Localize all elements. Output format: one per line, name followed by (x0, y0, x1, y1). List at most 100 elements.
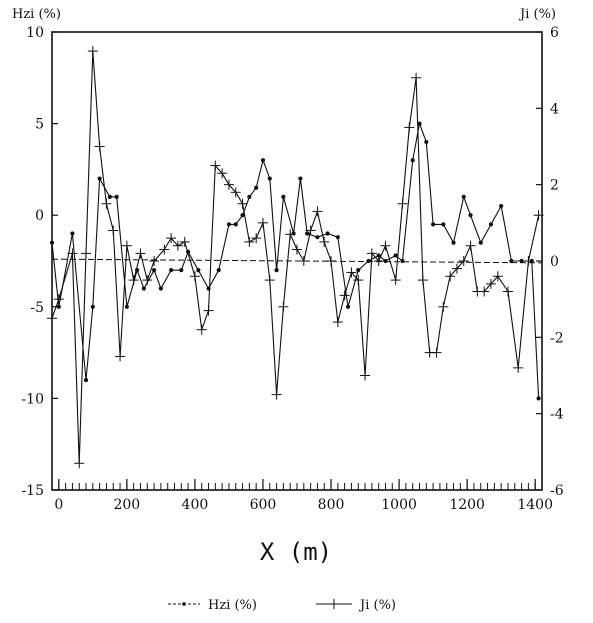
data-point (356, 268, 361, 273)
data-point (141, 286, 146, 291)
data-point (335, 235, 340, 240)
x-tick-label: 600 (250, 497, 277, 513)
data-point (441, 222, 446, 227)
y-left-tick-label: 0 (35, 208, 44, 224)
data-point (107, 194, 112, 199)
data-point (305, 231, 310, 236)
data-point (47, 313, 57, 324)
data-point (400, 258, 405, 264)
y-right-tick-label: 4 (550, 101, 559, 117)
data-point (298, 176, 303, 181)
data-point (285, 229, 296, 240)
data-point (179, 268, 184, 273)
data-point (438, 301, 449, 312)
data-point (360, 370, 371, 381)
data-point (431, 347, 442, 358)
data-point (445, 271, 456, 282)
data-point (56, 304, 61, 309)
data-point (479, 286, 490, 297)
data-point (226, 222, 232, 227)
y-left-tick-label: -10 (21, 391, 44, 407)
data-point (196, 324, 207, 335)
data-point (114, 194, 119, 199)
data-point (168, 268, 174, 273)
data-point (353, 275, 364, 286)
x-tick-label: 0 (54, 497, 63, 513)
series-hzi (49, 121, 541, 401)
data-point (230, 187, 241, 198)
series-line (51, 50, 540, 464)
data-point (196, 268, 201, 273)
data-point (291, 231, 296, 236)
data-point (251, 233, 262, 244)
data-point (240, 213, 245, 218)
x-tick-label: 200 (113, 497, 140, 513)
data-point (458, 256, 469, 266)
data-point (260, 158, 266, 163)
y-right-tick-label: -2 (550, 330, 564, 346)
data-point (267, 176, 272, 181)
data-point (417, 275, 428, 286)
ticks-layer: 0 200 400 600 800 1000 1200 1400 10 5 0 -5 -10 -15 6 4 2… (21, 25, 563, 513)
data-point (151, 268, 157, 273)
data-point (465, 240, 476, 251)
data-point (172, 240, 183, 251)
y-right-tick-label: 2 (550, 178, 559, 194)
data-point (90, 304, 95, 309)
data-point (410, 158, 415, 163)
legend-dot-hzi (182, 602, 186, 606)
y-right-tick-label: 6 (550, 25, 559, 41)
data-point (315, 235, 320, 240)
data-point (115, 351, 126, 362)
y-left-tick-label: 5 (35, 117, 44, 133)
x-tick-label: 400 (182, 497, 209, 513)
data-point (81, 248, 92, 259)
data-point (179, 236, 190, 247)
data-point (247, 194, 252, 199)
data-point (281, 194, 286, 199)
data-point (257, 217, 268, 228)
data-point (124, 304, 129, 309)
data-point (533, 210, 544, 221)
data-point (431, 222, 436, 227)
data-point (278, 301, 289, 312)
data-point (523, 256, 534, 266)
y-axis-title-left: Hzi (%) (12, 7, 61, 22)
data-point (312, 206, 323, 217)
baseline (51, 258, 543, 264)
data-point (461, 194, 466, 199)
data-point (397, 198, 408, 209)
data-point (135, 248, 146, 259)
x-tick-label: 1400 (517, 497, 553, 513)
data-point (271, 389, 282, 400)
data-point (404, 122, 415, 133)
y-right-tick-label: 0 (550, 254, 559, 270)
data-point (217, 168, 228, 179)
data-point (49, 240, 55, 245)
data-point (468, 213, 473, 218)
data-point (101, 198, 112, 209)
y-left-tick-label: -5 (30, 300, 44, 316)
data-point (411, 72, 422, 83)
data-point (87, 46, 98, 57)
y-right-tick-label: -6 (550, 483, 564, 499)
data-point (366, 258, 371, 264)
data-point (97, 176, 102, 181)
data-point (203, 305, 214, 316)
data-point (390, 275, 401, 286)
data-point (74, 458, 85, 469)
y-right-tick-label: -4 (550, 407, 564, 423)
data-point (380, 240, 391, 251)
data-point (158, 286, 163, 291)
data-point (451, 263, 462, 274)
data-point (332, 317, 343, 328)
data-point (223, 179, 234, 190)
data-point (142, 275, 153, 286)
data-point (383, 258, 388, 264)
data-point (536, 396, 541, 401)
y-left-tick-label: -15 (21, 483, 44, 499)
data-point (376, 253, 381, 258)
data-point (451, 240, 456, 245)
x-tick-label: 800 (318, 497, 345, 513)
data-point (264, 275, 275, 286)
